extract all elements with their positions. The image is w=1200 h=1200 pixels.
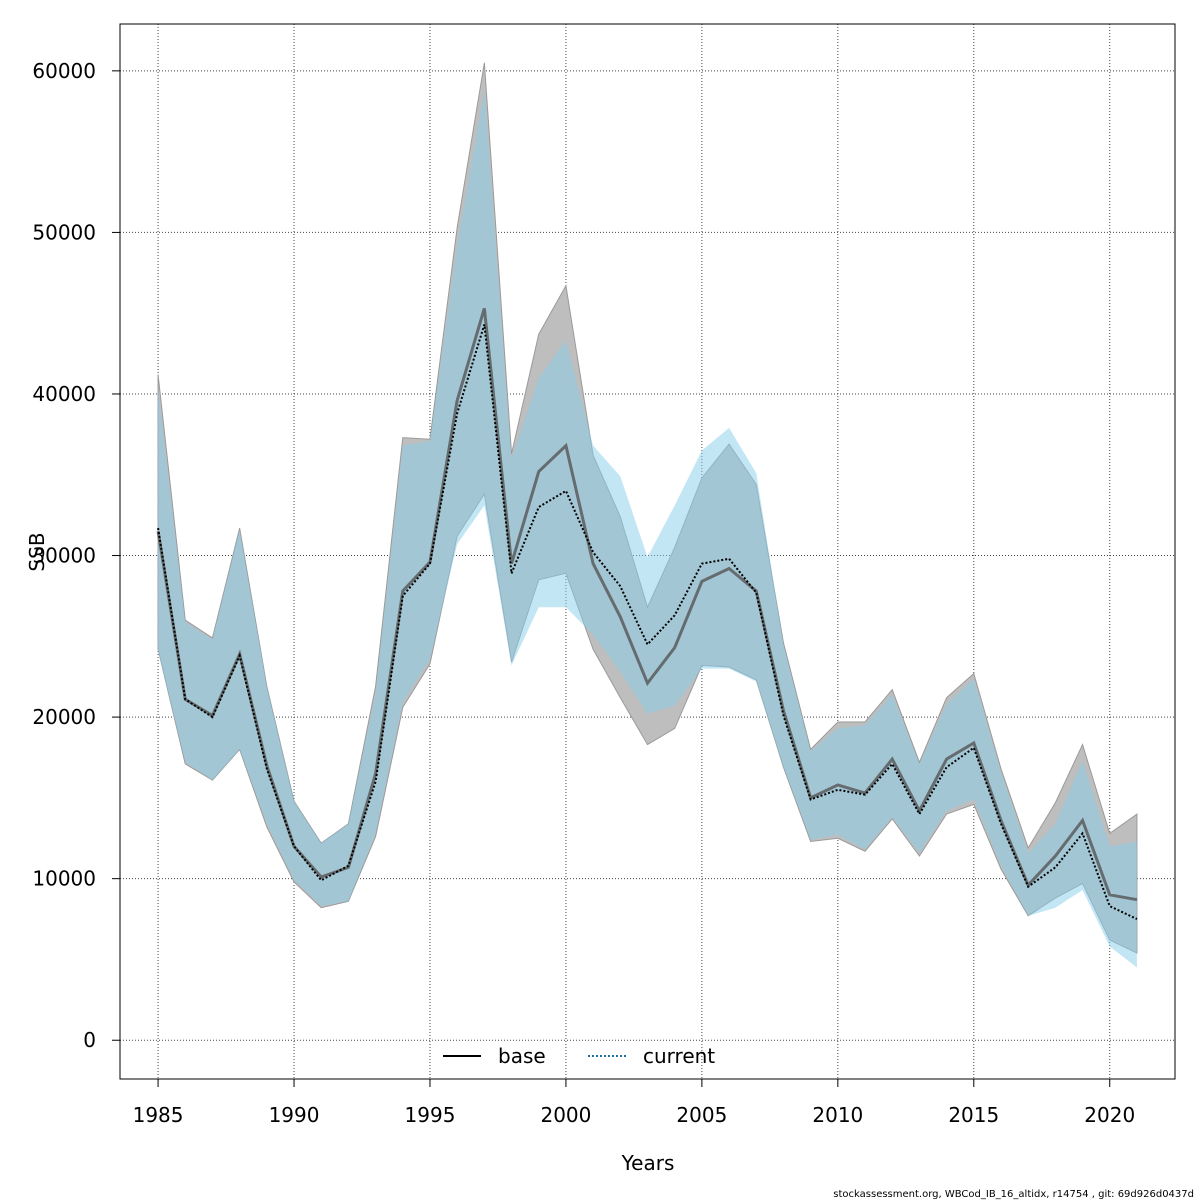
x-axis: 1985 1990 1995 2000 2005 2010 2015 2020 [133,1079,1135,1127]
x-axis-title: Years [621,1151,675,1175]
x-tick-label: 2005 [676,1103,727,1127]
confidence-bands [157,62,1138,968]
series-lines [156,307,1138,920]
y-axis-title: SSB [25,532,49,571]
legend-current-label: current [643,1044,715,1068]
base-line [156,307,1138,902]
y-tick-label: 10000 [32,867,96,891]
y-tick-label: 0 [83,1028,96,1052]
y-tick-label: 40000 [32,382,96,406]
y-axis: 0 10000 20000 30000 40000 50000 60000 [32,59,120,1052]
y-tick-label: 60000 [32,59,96,83]
gridlines [120,24,1175,1079]
y-tick-label: 20000 [32,705,96,729]
x-tick-label: 2020 [1084,1103,1135,1127]
current-confidence-band [158,90,1137,968]
legend-base-label: base [498,1044,546,1068]
legend: base current [443,1044,715,1068]
x-tick-label: 2000 [540,1103,591,1127]
x-tick-label: 2015 [948,1103,999,1127]
footer-credit: stockassessment.org, WBCod_IB_16_altidx,… [833,1189,1194,1200]
x-tick-label: 1990 [269,1103,320,1127]
plot-frame [119,23,1176,1080]
x-tick-label: 1995 [405,1103,456,1127]
x-tick-label: 1985 [133,1103,184,1127]
y-tick-label: 50000 [32,220,96,244]
x-tick-label: 2010 [812,1103,863,1127]
y-tick-label: 30000 [32,544,96,568]
